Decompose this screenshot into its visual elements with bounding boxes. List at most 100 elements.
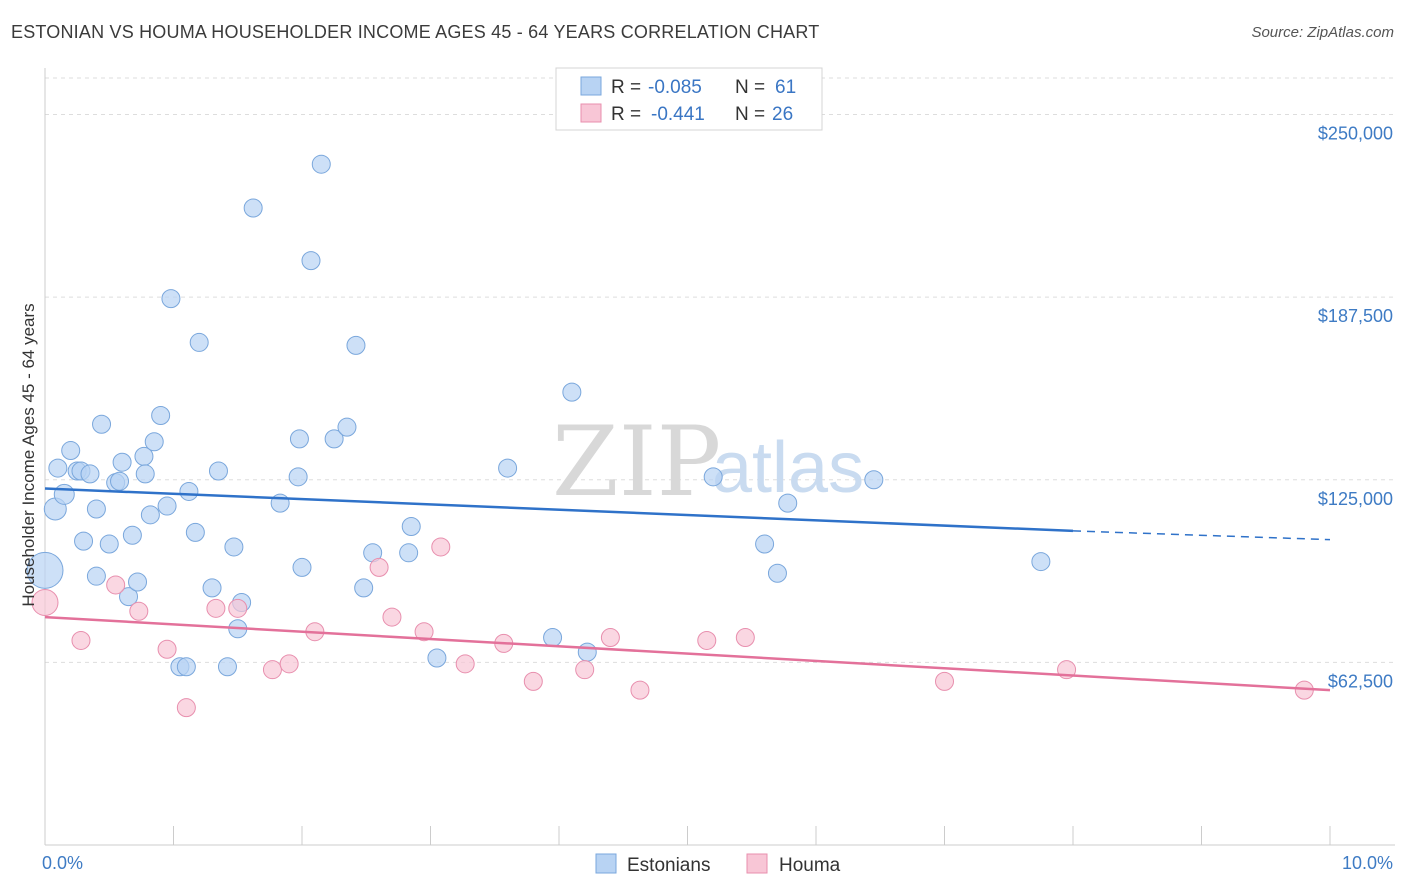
estonians-point: [185, 522, 205, 542]
y-tick-label: $125,000: [1318, 489, 1393, 509]
estonians-trendline: [44, 487, 1074, 533]
estonians-point: [289, 429, 309, 449]
estonians-point: [703, 467, 723, 487]
houma-point: [382, 607, 402, 627]
estonians-point: [767, 563, 787, 583]
houma-point: [935, 671, 954, 691]
estonians-trendline-extension: [1072, 530, 1331, 541]
estonians-point: [301, 251, 321, 271]
estonians-point: [354, 578, 374, 598]
estonians-point: [399, 543, 419, 563]
estonians-point: [128, 572, 148, 592]
estonians-point: [1031, 552, 1051, 572]
estonians-point: [26, 551, 64, 589]
estonians-point: [864, 470, 884, 490]
bottom-legend-houma: Houma: [779, 855, 841, 876]
legend-swatch-estonians: [580, 76, 602, 96]
legend-n-value-houma: 26: [772, 104, 793, 125]
houma-point: [630, 680, 650, 700]
houma-point: [600, 628, 620, 648]
houma-point: [414, 622, 434, 642]
estonians-point: [217, 657, 237, 677]
estonians-point: [140, 505, 160, 525]
houma-point: [31, 588, 59, 616]
grid-layer: [45, 77, 1395, 663]
houma-trendline: [44, 615, 1331, 692]
houma-point: [455, 654, 475, 674]
estonians-point: [53, 483, 75, 505]
estonians-point: [86, 566, 106, 586]
estonians-point: [189, 332, 209, 352]
estonians-point: [543, 628, 563, 648]
estonians-point: [292, 557, 312, 577]
houma-point: [279, 654, 299, 674]
estonians-point: [243, 198, 263, 218]
houma-point: [228, 598, 248, 618]
estonians-point: [161, 289, 181, 309]
legend-r-value-estonians: -0.085: [648, 77, 702, 98]
estonians-point: [176, 657, 196, 677]
houma-point: [157, 639, 177, 659]
estonians-point: [755, 534, 775, 554]
estonians-point: [778, 493, 798, 513]
correlation-legend: R = -0.085 N = 61 R = -0.441 N = 26: [555, 67, 823, 131]
legend-r-label-estonians: R =: [611, 77, 641, 98]
houma-point: [523, 671, 543, 691]
legend-n-label-estonians: N =: [735, 77, 765, 98]
houma-point: [176, 698, 196, 718]
watermark: ZIP atlas: [552, 406, 864, 518]
bottom-legend-estonians: Estonians: [627, 855, 710, 876]
estonians-point: [61, 441, 81, 461]
y-tick-label: $250,000: [1318, 124, 1393, 144]
estonians-point: [74, 531, 94, 551]
houma-point: [697, 630, 717, 650]
estonians-point: [80, 464, 100, 484]
estonians-point: [401, 517, 421, 537]
watermark-zip: ZIP: [552, 406, 721, 518]
estonians-point: [498, 458, 518, 478]
estonians-point: [86, 499, 106, 519]
source-label: Source: ZipAtlas.com: [1251, 24, 1394, 41]
bottom-legend-swatch-houma: [746, 853, 768, 874]
estonians-point: [122, 525, 142, 545]
estonians-point: [112, 452, 132, 472]
houma-point: [71, 630, 91, 650]
estonians-point: [224, 537, 244, 557]
houma-point: [431, 537, 451, 557]
estonians-point: [144, 432, 164, 452]
estonians-point: [346, 335, 366, 355]
estonians-point: [92, 414, 112, 434]
legend-n-value-estonians: 61: [775, 77, 796, 98]
estonians-point: [311, 154, 331, 174]
houma-point: [262, 660, 282, 680]
chart-title: ESTONIAN VS HOUMA HOUSEHOLDER INCOME AGE…: [11, 22, 820, 42]
y-tick-label: $187,500: [1318, 306, 1393, 326]
series-legend: Estonians Houma: [595, 853, 841, 876]
estonians-point: [48, 458, 68, 478]
houma-point: [369, 557, 389, 577]
estonians-point: [208, 461, 228, 481]
estonians-point: [179, 481, 199, 501]
estonians-point: [577, 642, 597, 662]
estonians-point: [119, 587, 139, 607]
bottom-legend-swatch-estonians: [595, 853, 617, 874]
estonians-point: [157, 496, 177, 516]
houma-points: [31, 537, 1314, 718]
estonians-point: [288, 467, 308, 487]
axis-layer: $62,500 $125,000 $187,500 $250,000 0.0% 10.0%: [42, 68, 1395, 873]
legend-swatch-houma: [580, 103, 602, 123]
houma-point: [106, 575, 126, 595]
houma-point: [129, 601, 149, 621]
estonians-point: [135, 464, 155, 484]
legend-r-label-houma: R =: [611, 104, 641, 125]
houma-point: [735, 628, 755, 648]
x-tick-label-min: 0.0%: [42, 853, 83, 873]
trend-layer: [44, 487, 1331, 692]
estonians-point: [110, 471, 130, 491]
estonians-point: [337, 417, 357, 437]
estonians-point: [99, 534, 119, 554]
estonians-point: [324, 429, 344, 449]
estonians-points: [26, 154, 1051, 677]
estonians-point: [151, 405, 171, 425]
